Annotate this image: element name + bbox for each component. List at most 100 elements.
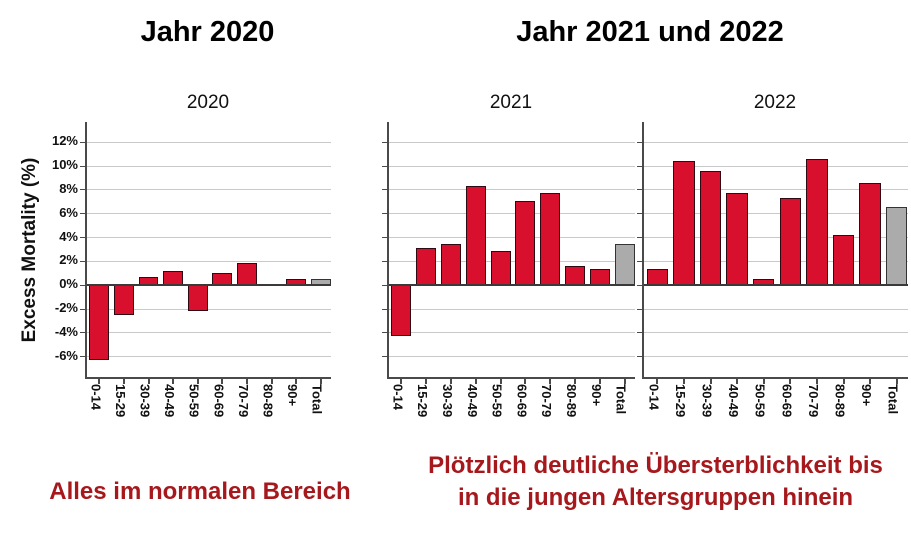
gridline <box>87 260 331 262</box>
bar-2021-Total <box>614 243 635 286</box>
bar-2021-60-69 <box>515 200 536 286</box>
gridline <box>87 356 331 358</box>
chart-title-2020: 2020 <box>186 92 230 113</box>
gridline <box>644 141 908 143</box>
x-axis-tick <box>789 379 792 384</box>
x-axis-tick <box>549 379 552 384</box>
x-axis-tick <box>400 379 403 384</box>
x-axis-labels-2020: 0-14 15-29 30-39 40-49 50-59 60-69 70-79 80-89 9… <box>85 384 331 442</box>
y-axis-tick <box>382 356 389 358</box>
bar-2021-70-79 <box>540 193 561 286</box>
x-axis-tick <box>842 379 845 384</box>
y-tick-label: -6% <box>54 347 78 363</box>
y-axis-tick <box>382 284 389 286</box>
gridline <box>389 237 635 239</box>
x-label-Total: Total <box>885 384 901 415</box>
x-axis-tick <box>623 379 626 384</box>
y-tick-label: 0% <box>59 276 78 292</box>
x-label-40-49: 40-49 <box>464 384 480 418</box>
gridline <box>644 260 908 262</box>
y-axis-tick <box>80 356 87 358</box>
bar-2022-15-29 <box>673 161 695 286</box>
y-tick-label: 8% <box>59 180 78 196</box>
x-axis-labels-2021: 0-14 15-29 30-39 40-49 50-59 60-69 70-79 80-89 9… <box>387 384 635 442</box>
bar-2020-0-14 <box>89 285 110 361</box>
bar-2022-0-14 <box>646 268 668 286</box>
y-tick-label: 6% <box>59 204 78 220</box>
x-axis-tick <box>524 379 527 384</box>
x-axis-tick <box>98 379 101 384</box>
gridline <box>644 356 908 358</box>
y-tick-label: -4% <box>54 323 78 339</box>
caption-normal-range: Alles im normalen Bereich <box>49 478 351 505</box>
x-label-Total: Total <box>613 384 629 415</box>
bar-2021-80-89 <box>565 266 585 286</box>
x-label-30-39: 30-39 <box>699 384 715 418</box>
y-axis-tick <box>637 189 644 191</box>
x-label-60-69: 60-69 <box>779 384 795 418</box>
x-label-80-89: 80-89 <box>832 384 848 418</box>
x-axis-labels-2022: 0-14 15-29 30-39 40-49 50-59 60-69 70-79 80-89 9… <box>642 384 908 442</box>
y-axis-tick <box>637 237 644 239</box>
plot-area-2022 <box>637 122 908 384</box>
y-axis-tick <box>637 284 644 286</box>
x-axis-tick <box>122 379 125 384</box>
bar-2021-15-29 <box>416 248 437 286</box>
caption-excess-mortality-line1: Plötzlich deutliche Übersterblichkeit bi… <box>428 452 883 479</box>
x-label-80-89: 80-89 <box>260 384 276 418</box>
x-label-70-79: 70-79 <box>539 384 555 418</box>
gridline <box>389 356 635 358</box>
x-label-15-29: 15-29 <box>672 384 688 418</box>
y-axis-tick <box>382 165 389 167</box>
y-axis-tick <box>382 189 389 191</box>
gridline <box>87 308 331 310</box>
caption-excess-mortality: Plötzlich deutliche Übersterblichkeit bi… <box>403 450 908 514</box>
x-label-50-59: 50-59 <box>752 384 768 418</box>
y-axis-tick <box>382 213 389 215</box>
x-axis-tick <box>474 379 477 384</box>
x-label-70-79: 70-79 <box>805 384 821 418</box>
x-label-80-89: 80-89 <box>564 384 579 418</box>
x-axis-tick <box>270 379 273 384</box>
zero-line <box>389 284 635 287</box>
bar-2021-30-39 <box>441 243 461 286</box>
x-label-70-79: 70-79 <box>235 384 251 418</box>
x-axis-tick <box>450 379 452 384</box>
x-axis-tick <box>574 379 576 384</box>
y-axis-tick <box>382 260 389 262</box>
x-axis-tick <box>319 379 322 384</box>
x-label-90+: 90+ <box>859 384 875 407</box>
y-axis-tick <box>80 213 87 215</box>
y-axis-tick <box>80 284 87 286</box>
y-axis-tick <box>382 332 389 334</box>
main-title-2020: Jahr 2020 <box>140 16 275 48</box>
y-axis-tick <box>80 260 87 262</box>
x-axis-tick <box>425 379 428 384</box>
bar-2021-50-59 <box>490 250 511 286</box>
gridline <box>87 332 331 334</box>
bar-2022-60-69 <box>779 198 801 286</box>
caption-excess-mortality-line2: in die jungen Altersgruppen hinein <box>457 484 854 511</box>
chart-2022: 2022 0-14 15-29 30-39 40-49 50-59 60-69 70-79 8… <box>637 92 908 442</box>
x-label-90+: 90+ <box>285 384 301 407</box>
x-label-0-14: 0-14 <box>646 384 662 411</box>
x-label-40-49: 40-49 <box>726 384 742 418</box>
gridline <box>389 165 635 167</box>
gridline <box>644 332 908 334</box>
x-label-30-39: 30-39 <box>440 384 455 418</box>
y-axis-tick <box>637 213 644 215</box>
gridline <box>389 332 635 334</box>
x-axis-tick <box>221 379 224 384</box>
y-tick-label: 12% <box>51 133 78 149</box>
gridline <box>644 213 908 215</box>
gridline <box>644 165 908 167</box>
x-axis-tick <box>172 379 175 384</box>
gridline <box>87 141 331 143</box>
y-axis-tick <box>637 260 644 262</box>
y-axis-tick <box>80 165 87 167</box>
x-axis-tick <box>895 379 898 384</box>
bar-2022-Total <box>886 206 908 286</box>
bar-2022-70-79 <box>806 158 828 286</box>
x-label-30-39: 30-39 <box>137 384 153 418</box>
